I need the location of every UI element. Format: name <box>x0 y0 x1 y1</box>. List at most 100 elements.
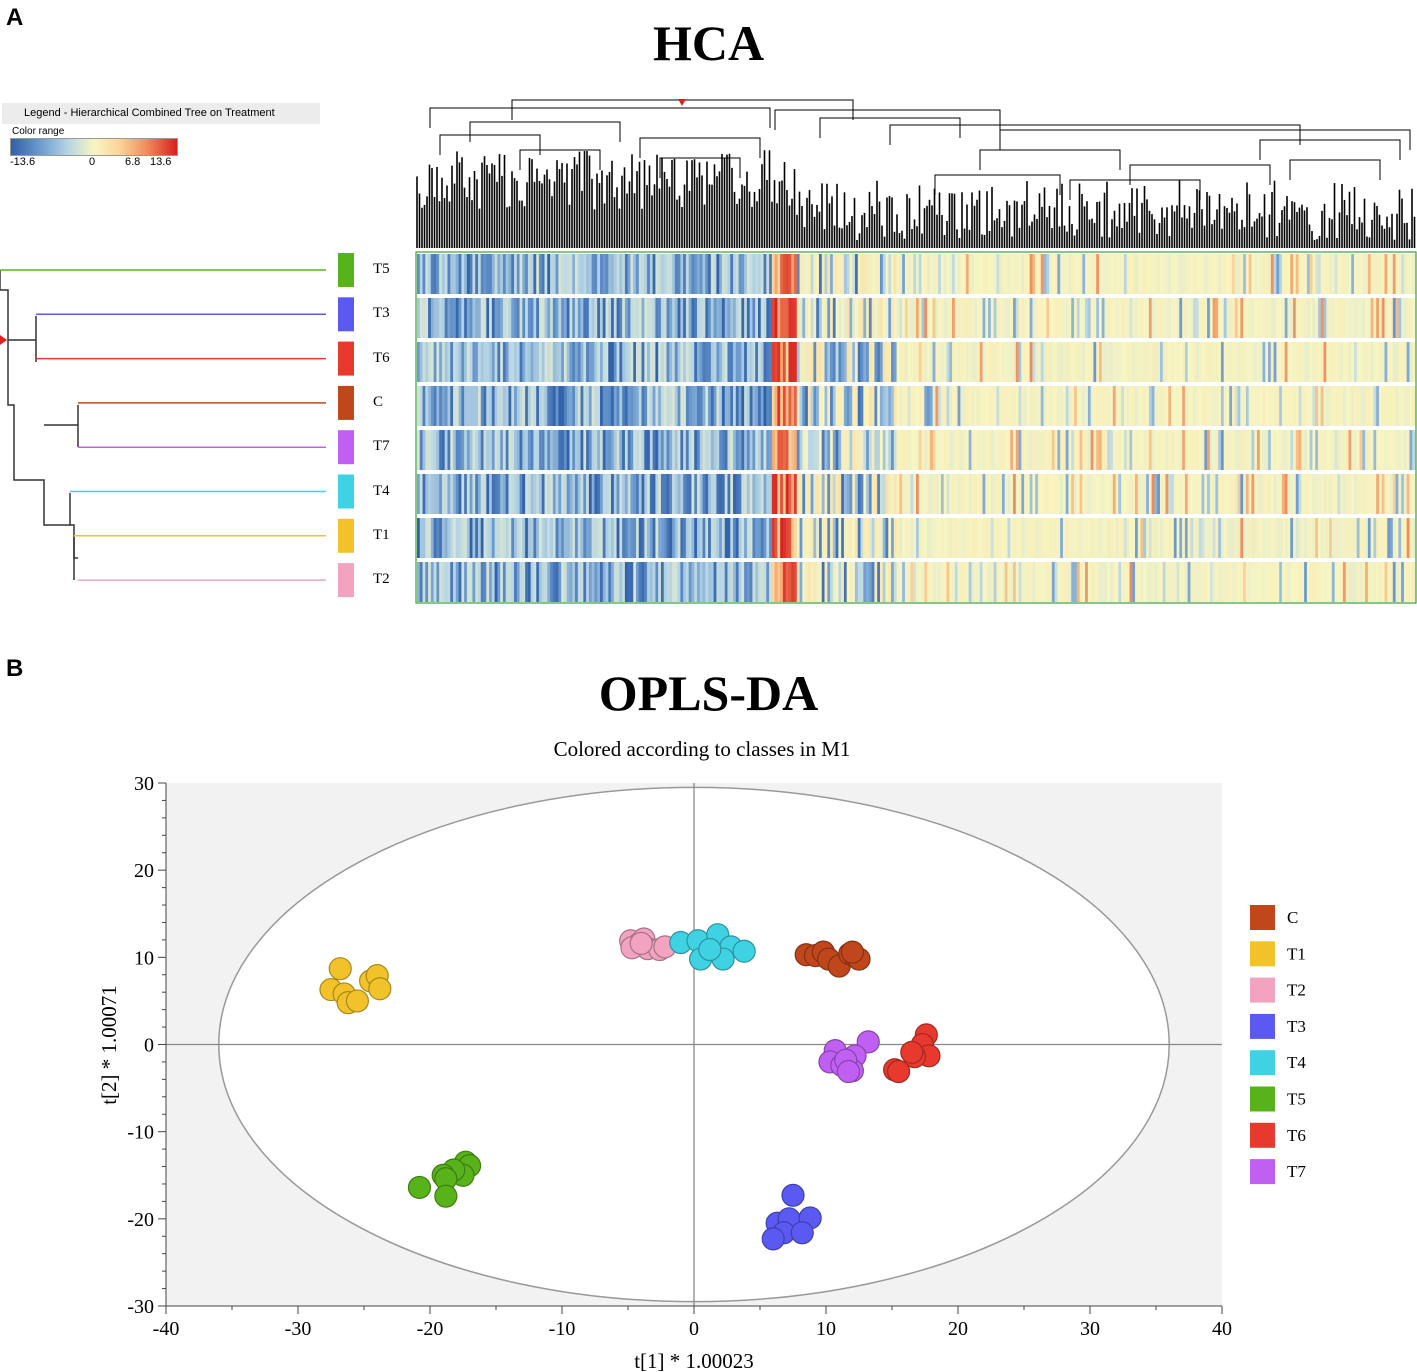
heatmap-cell <box>674 474 678 514</box>
heatmap-cell <box>1004 342 1008 382</box>
heatmap-cell <box>1021 430 1025 470</box>
heatmap-cell <box>1251 254 1255 294</box>
heatmap-cell <box>561 386 565 426</box>
heatmap-cell <box>1329 386 1333 426</box>
heatmap-cell <box>702 474 706 514</box>
heatmap-cell <box>741 474 745 514</box>
point-C <box>843 944 867 969</box>
heatmap-cell <box>1193 474 1197 514</box>
point-C <box>847 947 871 971</box>
heatmap-cell <box>1024 254 1028 294</box>
point-T1 <box>328 957 352 981</box>
heatmap-cell <box>497 254 501 294</box>
heatmap-cell <box>893 254 897 294</box>
heatmap-cell <box>802 342 806 382</box>
heatmap-cell <box>1359 562 1363 602</box>
heatmap-cell <box>672 298 676 338</box>
heatmap-cell <box>1179 518 1183 558</box>
heatmap-cell <box>1317 386 1322 426</box>
heatmap-cell <box>1262 298 1266 338</box>
heatmap-cell <box>1243 254 1247 294</box>
heatmap-cell <box>1024 342 1028 382</box>
heatmap-cell <box>1179 298 1183 338</box>
heatmap-cell <box>425 518 429 558</box>
heatmap-cell <box>1040 342 1044 382</box>
heatmap-row-T5 <box>417 254 1416 294</box>
heatmap-cell <box>816 386 820 426</box>
heatmap-cell <box>843 474 848 514</box>
heatmap-cell <box>522 254 526 294</box>
heatmap-cell <box>940 562 945 602</box>
heatmap-cell <box>1273 298 1277 338</box>
heatmap-cell <box>1373 342 1377 382</box>
heatmap-cell <box>755 518 759 558</box>
heatmap-cell <box>1279 254 1283 294</box>
heatmap-cell <box>669 298 673 338</box>
heatmap-cell <box>921 518 925 558</box>
heatmap-cell <box>1370 386 1374 426</box>
heatmap-cell <box>453 254 457 294</box>
heatmap-cell <box>1212 518 1216 558</box>
heatmap-cell <box>480 386 484 426</box>
heatmap-cell <box>1381 386 1385 426</box>
heatmap-cell <box>1234 254 1238 294</box>
heatmap-cell <box>422 386 426 426</box>
heatmap-cell <box>586 386 590 426</box>
heatmap-cell <box>852 298 856 338</box>
heatmap-cell <box>1010 430 1014 470</box>
heatmap-cell <box>818 254 823 294</box>
heatmap-cell <box>480 430 484 470</box>
heatmap-cell <box>1251 342 1255 382</box>
heatmap-cell <box>1026 386 1031 426</box>
heatmap-cell <box>771 474 776 514</box>
heatmap-cell <box>433 298 437 338</box>
heatmap-cell <box>1340 342 1344 382</box>
heatmap-cell <box>1151 254 1155 294</box>
heatmap-cell <box>1290 342 1294 382</box>
heatmap-cell <box>1146 386 1150 426</box>
heatmap-cell <box>932 562 936 602</box>
heatmap-cell <box>907 430 911 470</box>
heatmap-cell <box>536 474 540 514</box>
heatmap-cell <box>1046 518 1050 558</box>
heatmap-cell <box>1065 298 1069 338</box>
heatmap-cell <box>1112 342 1116 382</box>
heatmap-cell <box>491 386 496 426</box>
heatmap-cell <box>475 430 479 470</box>
heatmap-cell <box>954 298 958 338</box>
heatmap-cell <box>588 254 593 294</box>
heatmap-cell <box>852 562 856 602</box>
heatmap-cell <box>1029 474 1033 514</box>
heatmap-cell <box>569 474 573 514</box>
heatmap-cell <box>550 518 554 558</box>
heatmap-cell <box>580 474 584 514</box>
heatmap-cell <box>1348 430 1352 470</box>
heatmap-cell <box>904 386 909 426</box>
heatmap-cell <box>841 474 845 514</box>
heatmap-cell <box>624 298 629 338</box>
heatmap-cell <box>999 518 1003 558</box>
heatmap-cell <box>497 562 501 602</box>
heatmap-cell <box>1387 474 1391 514</box>
heatmap-cell <box>538 474 543 514</box>
heatmap-cell <box>1337 474 1341 514</box>
heatmap-cell <box>572 518 576 558</box>
heatmap-cell <box>1187 474 1191 514</box>
heatmap-cell <box>988 386 992 426</box>
heatmap-cell <box>1259 298 1263 338</box>
heatmap-cell <box>899 430 903 470</box>
heatmap-cell <box>613 474 617 514</box>
heatmap-cell <box>832 518 836 558</box>
heatmap-cell <box>588 430 593 470</box>
heatmap-cell <box>622 562 626 602</box>
heatmap-cell <box>430 342 435 382</box>
heatmap-cell <box>1018 254 1022 294</box>
heatmap-cell <box>1054 474 1058 514</box>
heatmap-cell <box>1162 474 1166 514</box>
heatmap-cell <box>1234 342 1238 382</box>
heatmap-cell <box>586 254 590 294</box>
heatmap-cell <box>940 298 945 338</box>
heatmap-cell <box>1354 298 1358 338</box>
heatmap-cell <box>419 298 423 338</box>
heatmap-cell <box>472 342 476 382</box>
